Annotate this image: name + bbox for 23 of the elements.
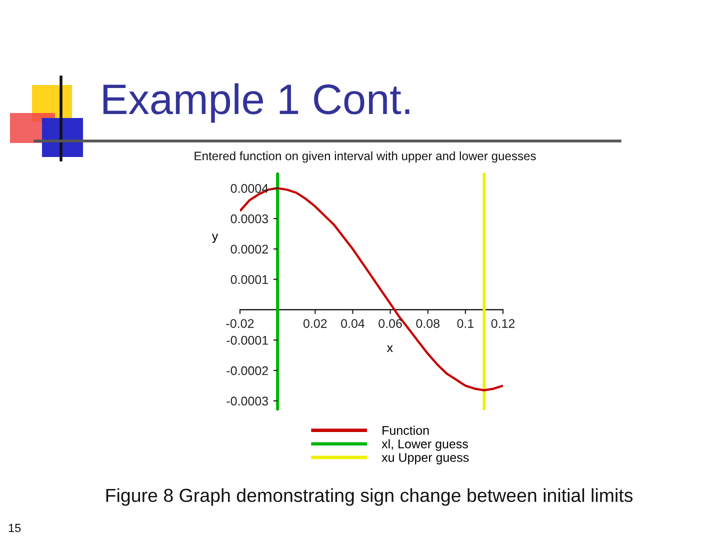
chart-subtitle: Entered function on given interval with upper and lower guesses [194,151,536,163]
legend-label: xu Upper guess [382,453,469,464]
y-tick-label: 0.0002 [230,244,268,254]
text: 15 [8,524,21,532]
y-tick-label: -0.0003 [226,396,268,406]
x-tick-label: -0.02 [226,319,254,328]
x-tick-label: 0.02 [303,319,327,328]
x-tick-label: 0.08 [416,319,440,328]
y-tick-label: -0.0001 [226,336,268,345]
legend-label: xl, Lower guess [382,439,468,451]
y-tick-label: 0.0003 [230,214,268,224]
x-tick-label: 0.04 [341,319,365,328]
x-axis-title: x [386,345,393,352]
x-tick-label: 0.1 [457,319,474,328]
y-axis-title: y [212,234,218,243]
y-tick-label: 0.0001 [230,275,268,284]
x-tick-label: 0.12 [491,319,515,328]
caption: Figure 8 Graph demonstrating sign change between initial limits [106,488,633,506]
x-tick-label: 0.06 [378,319,402,328]
chart-title: Example 1 Cont. [103,83,410,123]
y-tick-label: -0.0002 [226,366,268,376]
legend-label: Function [382,426,429,435]
y-tick-label: 0.0004 [230,184,268,193]
